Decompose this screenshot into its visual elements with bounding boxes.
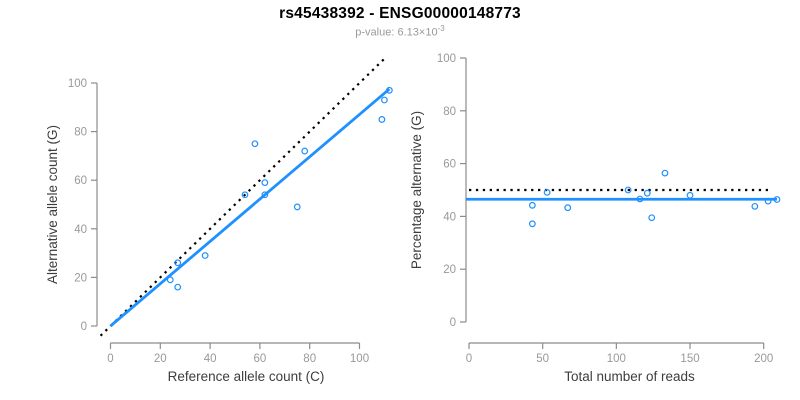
data-point — [643, 189, 651, 197]
data-point — [636, 195, 644, 203]
p-value-mantissa: 6.13 — [397, 26, 419, 39]
x-tick-label: 0 — [466, 353, 472, 365]
data-point — [174, 283, 182, 291]
y-tick-label: 100 — [437, 53, 456, 65]
y-axis-title: Alternative allele count (G) — [45, 125, 60, 284]
x-tick-label: 200 — [754, 353, 773, 365]
x-tick-label: 100 — [607, 353, 626, 365]
p-value-times-ten: ×10 — [418, 26, 438, 39]
data-point — [201, 252, 209, 259]
y-tick-label: 20 — [74, 272, 87, 284]
y-tick-label: 0 — [81, 321, 87, 333]
data-point — [564, 204, 572, 212]
y-axis-title: Percentage alternative (G) — [409, 111, 424, 269]
x-axis-title: Total number of reads — [564, 369, 695, 384]
x-tick-label: 150 — [680, 353, 699, 365]
data-point — [251, 140, 259, 148]
data-point — [381, 96, 388, 104]
data-point — [301, 147, 309, 155]
y-tick-label: 80 — [74, 127, 87, 139]
x-tick-label: 20 — [154, 353, 167, 365]
data-point — [543, 188, 551, 196]
regression-line — [109, 88, 391, 328]
p-value-label: p-value: — [355, 26, 398, 39]
identity-line — [99, 55, 388, 337]
figure-subtitle: p-value: 6.13×10-3 — [0, 24, 800, 39]
x-tick-label: 60 — [254, 353, 267, 365]
x-tick-label: 100 — [350, 353, 369, 365]
data-point — [261, 179, 269, 187]
data-point — [648, 214, 656, 222]
y-tick-label: 20 — [443, 264, 456, 276]
figure-title: rs45438392 - ENSG00000148773 — [279, 5, 521, 22]
data-point — [378, 116, 386, 123]
data-point — [241, 191, 249, 199]
data-point — [166, 276, 174, 284]
y-tick-label: 60 — [74, 175, 87, 187]
data-point — [528, 220, 536, 228]
data-point — [174, 259, 182, 267]
y-tick-label: 0 — [450, 317, 456, 329]
y-tick-label: 40 — [74, 224, 87, 236]
data-point — [624, 186, 632, 194]
data-point — [764, 197, 772, 205]
y-tick-label: 80 — [443, 106, 456, 118]
p-value-exponent: -3 — [437, 24, 445, 33]
y-tick-label: 60 — [443, 159, 456, 171]
data-point — [293, 203, 301, 211]
x-tick-label: 0 — [107, 353, 113, 365]
data-point — [751, 202, 759, 210]
data-point — [773, 196, 781, 203]
data-point — [528, 201, 536, 209]
data-point — [261, 191, 269, 199]
x-tick-label: 40 — [204, 353, 217, 365]
data-point — [686, 191, 694, 199]
x-tick-label: 80 — [303, 353, 316, 365]
data-point — [661, 169, 669, 177]
x-axis-title: Reference allele count (C) — [168, 369, 325, 384]
x-tick-label: 50 — [536, 353, 549, 365]
y-tick-label: 100 — [68, 78, 87, 90]
y-tick-label: 40 — [443, 211, 456, 223]
data-point — [385, 86, 393, 94]
